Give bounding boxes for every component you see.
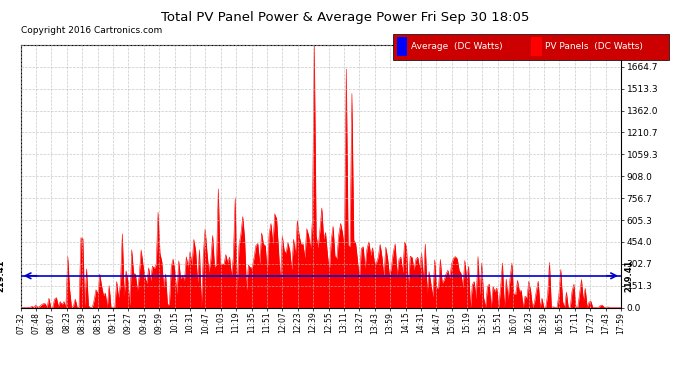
- Text: 219.41: 219.41: [624, 260, 633, 292]
- Text: PV Panels  (DC Watts): PV Panels (DC Watts): [545, 42, 643, 51]
- Text: Copyright 2016 Cartronics.com: Copyright 2016 Cartronics.com: [21, 26, 162, 35]
- Text: 219.41: 219.41: [0, 260, 6, 292]
- Text: Average  (DC Watts): Average (DC Watts): [411, 42, 502, 51]
- Text: Total PV Panel Power & Average Power Fri Sep 30 18:05: Total PV Panel Power & Average Power Fri…: [161, 11, 529, 24]
